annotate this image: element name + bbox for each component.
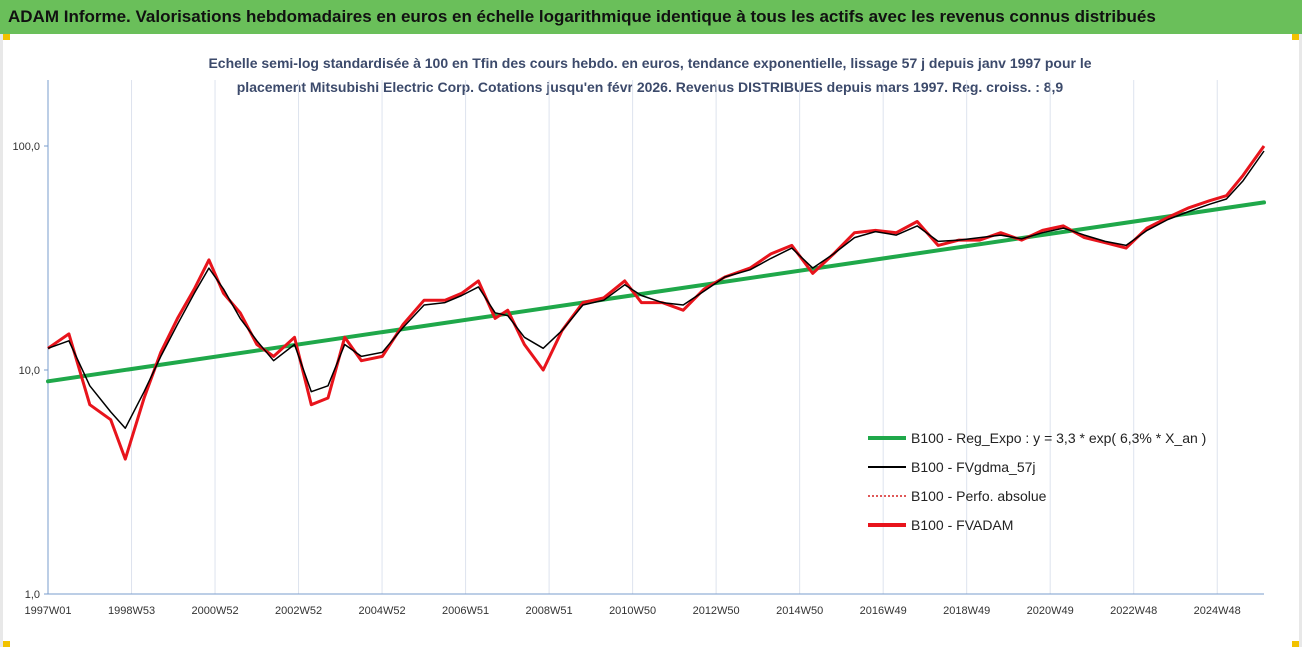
report-title: ADAM Informe. Valorisations hebdomadaire… xyxy=(8,7,1156,26)
x-tick-label: 2018W49 xyxy=(943,605,990,617)
chart-subtitle-line-1: Echelle semi-log standardisée à 100 en T… xyxy=(208,55,1092,71)
legend-label: B100 - FVgdma_57j xyxy=(911,459,1036,475)
x-tick-label: 2014W50 xyxy=(776,605,823,617)
corner-mark xyxy=(0,641,10,647)
legend-label: B100 - Reg_Expo : y = 3,3 * exp( 6,3% * … xyxy=(911,430,1206,446)
chart-legend: B100 - Reg_Expo : y = 3,3 * exp( 6,3% * … xyxy=(868,430,1206,533)
x-tick-label: 2020W49 xyxy=(1027,605,1074,617)
x-tick-label: 2004W52 xyxy=(359,605,406,617)
series-line-smoothed xyxy=(47,150,1265,429)
x-tick-label: 2022W48 xyxy=(1110,605,1157,617)
x-tick-label: 2008W51 xyxy=(526,605,573,617)
chart-subtitle-line-2: placement Mitsubishi Electric Corp. Cota… xyxy=(236,79,1064,95)
x-tick-label: 2006W51 xyxy=(442,605,489,617)
y-tick-labels: 1,0 10,0 100,0 xyxy=(12,141,40,601)
y-tick-label: 1,0 xyxy=(25,589,40,601)
chart-frame xyxy=(0,34,1302,647)
legend-label: B100 - Perfo. absolue xyxy=(911,488,1047,504)
corner-mark xyxy=(1292,34,1302,40)
x-tick-label: 2000W52 xyxy=(191,605,238,617)
y-tick-label: 100,0 xyxy=(12,141,40,153)
corner-mark xyxy=(1292,641,1302,647)
x-tick-label: 1997W01 xyxy=(24,605,71,617)
x-tick-label: 2012W50 xyxy=(693,605,740,617)
x-tick-labels: 1997W01 1998W53 2000W52 2002W52 2004W52 2006W… xyxy=(24,605,1240,617)
x-tick-label: 2010W50 xyxy=(609,605,656,617)
legend-label: B100 - FVADAM xyxy=(911,517,1013,533)
corner-mark xyxy=(0,34,10,40)
y-tick-label: 10,0 xyxy=(19,365,40,377)
series-line-regression xyxy=(46,200,1266,384)
x-tick-label: 2024W48 xyxy=(1194,605,1241,617)
x-tick-label: 2002W52 xyxy=(275,605,322,617)
x-tick-label: 2016W49 xyxy=(860,605,907,617)
x-tick-label: 1998W53 xyxy=(108,605,155,617)
chart-gridlines xyxy=(131,80,1218,594)
chart-series xyxy=(46,145,1266,461)
report-banner: ADAM Informe. Valorisations hebdomadaire… xyxy=(0,0,1302,34)
chart-axes xyxy=(44,80,1264,595)
